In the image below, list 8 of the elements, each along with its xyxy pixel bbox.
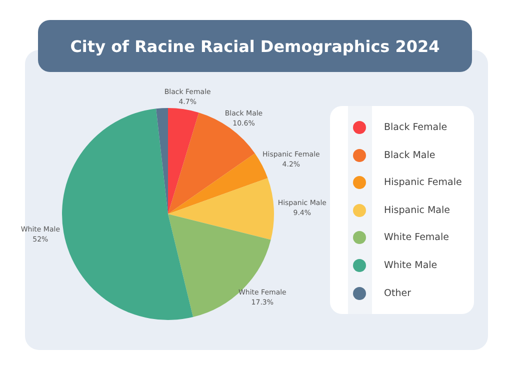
legend-label: White Female [384,232,449,244]
legend-label: Other [384,288,411,299]
legend-label: Black Male [384,150,436,161]
chart-title: City of Racine Racial Demographics 2024 [38,20,472,72]
legend-label: Black Female [384,122,448,133]
legend-label: Hispanic Female [384,177,462,188]
legend-label: White Male [384,260,438,271]
legend-label: Hispanic Male [384,204,450,216]
